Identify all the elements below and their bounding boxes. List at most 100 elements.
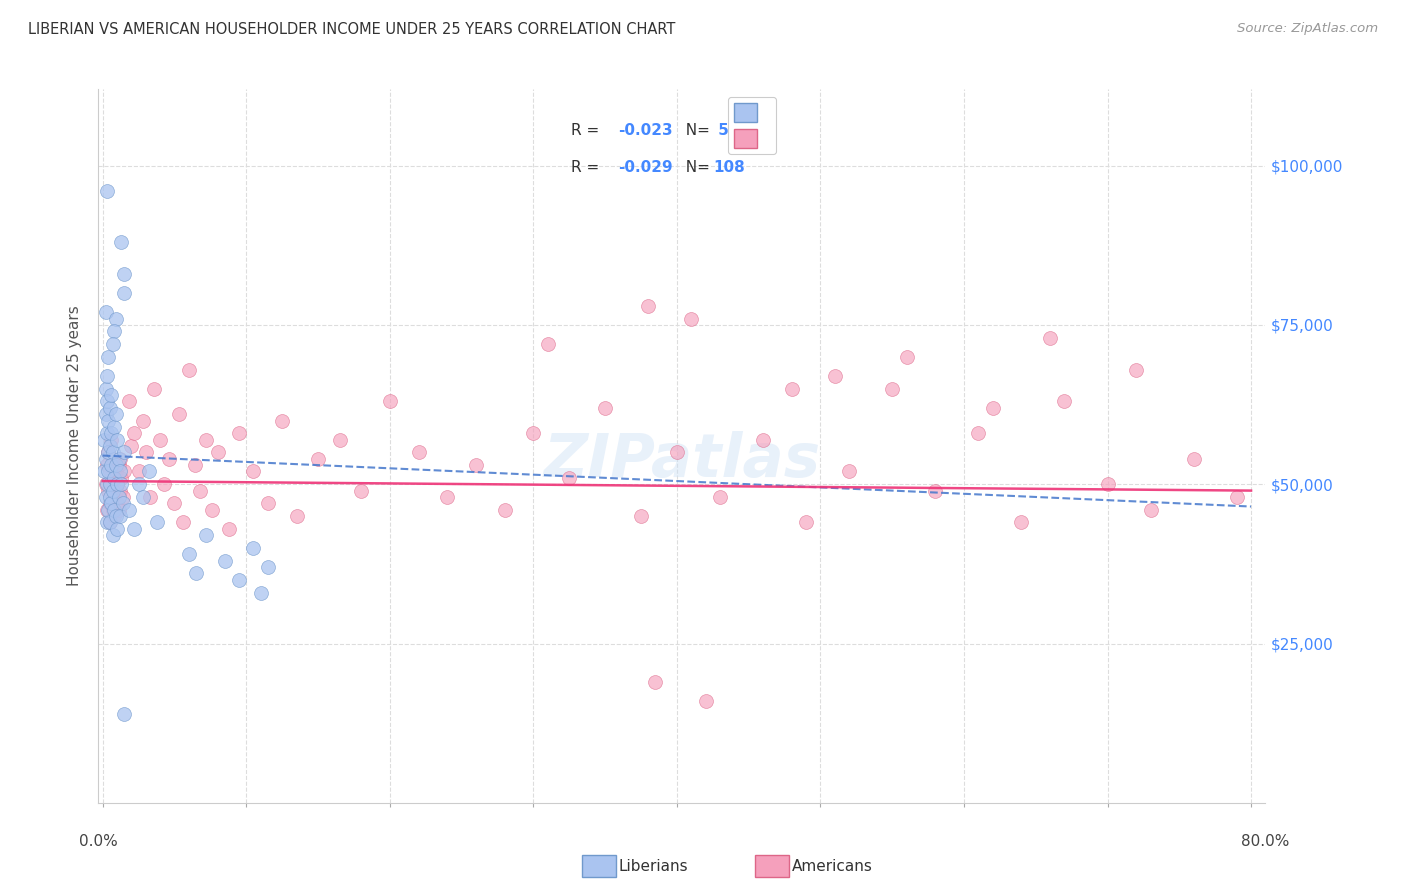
Legend: , : , <box>728 97 776 154</box>
Point <box>436 490 458 504</box>
Text: -0.023: -0.023 <box>617 123 672 138</box>
Point <box>105 477 128 491</box>
Point <box>100 433 122 447</box>
Point <box>94 382 117 396</box>
Point <box>98 477 121 491</box>
Point <box>1053 394 1076 409</box>
Point <box>135 445 157 459</box>
Point <box>630 509 652 524</box>
Point <box>100 477 122 491</box>
Point <box>105 522 128 536</box>
Point <box>104 483 127 498</box>
Point <box>103 324 125 338</box>
Point <box>107 490 129 504</box>
Text: LIBERIAN VS AMERICAN HOUSEHOLDER INCOME UNDER 25 YEARS CORRELATION CHART: LIBERIAN VS AMERICAN HOUSEHOLDER INCOME … <box>28 22 675 37</box>
Point <box>1139 502 1161 516</box>
Point <box>1010 516 1032 530</box>
Point <box>537 337 560 351</box>
Point <box>117 394 139 409</box>
Point <box>153 477 176 491</box>
Point <box>183 458 205 472</box>
Point <box>408 445 430 459</box>
Point <box>97 413 120 427</box>
Point <box>98 516 121 530</box>
Point <box>329 433 352 447</box>
Point <box>103 420 125 434</box>
Point <box>96 368 118 383</box>
Point <box>157 451 180 466</box>
Point <box>1182 451 1205 466</box>
Point <box>139 490 162 504</box>
Point <box>214 554 236 568</box>
Point <box>100 388 122 402</box>
Point <box>188 483 211 498</box>
Text: N=: N= <box>676 161 714 175</box>
Point <box>838 465 860 479</box>
Point <box>100 458 122 472</box>
Point <box>593 401 616 415</box>
Text: R =: R = <box>571 123 605 138</box>
Point <box>94 407 117 421</box>
Point <box>111 496 134 510</box>
Point <box>124 522 146 536</box>
Point <box>163 496 186 510</box>
Point <box>94 490 117 504</box>
Point <box>228 573 250 587</box>
Text: Source: ZipAtlas.com: Source: ZipAtlas.com <box>1237 22 1378 36</box>
Point <box>184 566 207 581</box>
Point <box>93 433 115 447</box>
Point <box>167 407 190 421</box>
Point <box>228 426 250 441</box>
Point <box>105 433 128 447</box>
Point <box>97 502 120 516</box>
Point <box>256 496 278 510</box>
Point <box>149 433 172 447</box>
Point <box>105 477 128 491</box>
Point <box>104 509 127 524</box>
Point <box>1097 477 1119 491</box>
Point <box>794 516 817 530</box>
Point <box>108 509 131 524</box>
Y-axis label: Householder Income Under 25 years: Householder Income Under 25 years <box>67 306 83 586</box>
Point <box>350 483 373 498</box>
Point <box>271 413 294 427</box>
Point <box>107 458 129 472</box>
Point <box>124 426 146 441</box>
Point <box>111 490 134 504</box>
Point <box>96 516 118 530</box>
Text: 108: 108 <box>713 161 745 175</box>
Point <box>1125 362 1147 376</box>
Point <box>94 305 117 319</box>
Point <box>242 465 264 479</box>
Point <box>128 477 150 491</box>
Point <box>195 528 218 542</box>
Point <box>100 496 122 510</box>
Point <box>101 445 124 459</box>
Point <box>256 560 278 574</box>
Point <box>105 496 128 510</box>
Point <box>104 465 127 479</box>
Point <box>98 465 121 479</box>
Point <box>882 382 904 396</box>
Point <box>128 465 150 479</box>
Point <box>103 471 125 485</box>
Point <box>98 401 121 415</box>
Point <box>117 502 139 516</box>
Point <box>112 465 135 479</box>
Point <box>249 585 271 599</box>
Point <box>207 445 229 459</box>
Point <box>177 547 200 561</box>
Point <box>824 368 846 383</box>
Point <box>103 509 125 524</box>
Text: R =: R = <box>571 161 605 175</box>
Point <box>101 502 124 516</box>
Text: 58: 58 <box>713 123 740 138</box>
Point <box>101 458 124 472</box>
Point <box>96 458 118 472</box>
Text: 80.0%: 80.0% <box>1241 834 1289 849</box>
Point <box>201 502 224 516</box>
Point <box>96 502 118 516</box>
Point <box>98 490 121 504</box>
Point <box>97 465 120 479</box>
Point <box>558 471 581 485</box>
